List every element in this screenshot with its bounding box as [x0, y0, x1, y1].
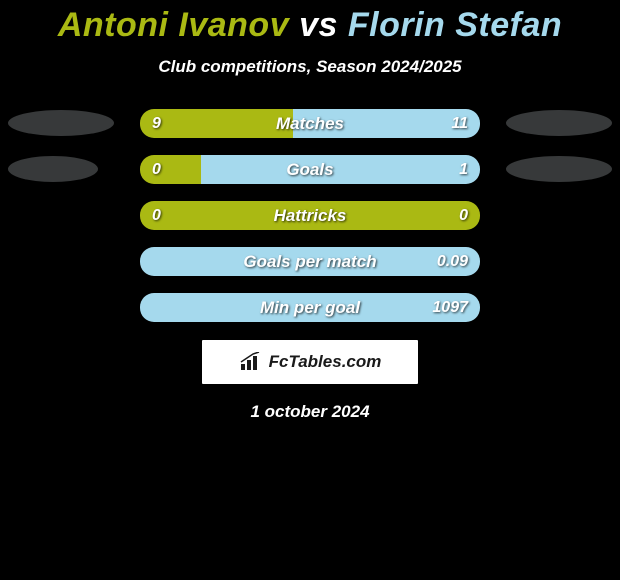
bar-right	[140, 247, 480, 276]
bar-right	[140, 293, 480, 322]
bar-chart-icon	[239, 352, 263, 372]
badge-text: FcTables.com	[269, 352, 382, 372]
value-right: 11	[451, 109, 468, 138]
bar-track	[140, 201, 480, 230]
comparison-row: 0.09Goals per match	[0, 247, 620, 276]
footer-date: 1 october 2024	[250, 402, 369, 422]
bar-track	[140, 155, 480, 184]
value-right: 1	[459, 155, 468, 184]
value-left: 0	[152, 155, 161, 184]
comparison-row: 01Goals	[0, 155, 620, 184]
team-badge-left	[8, 110, 114, 136]
comparison-row: 1097Min per goal	[0, 293, 620, 322]
team-badge-right	[506, 156, 612, 182]
value-left: 0	[152, 201, 161, 230]
bar-track	[140, 293, 480, 322]
player1-name: Antoni Ivanov	[58, 6, 289, 44]
bar-track	[140, 247, 480, 276]
team-badge-right	[506, 110, 612, 136]
bar-left	[140, 109, 293, 138]
bar-track	[140, 109, 480, 138]
value-left: 9	[152, 109, 161, 138]
value-right: 0.09	[437, 247, 468, 276]
bar-left	[140, 201, 480, 230]
bar-left	[140, 155, 201, 184]
value-right: 0	[459, 201, 468, 230]
player2-name: Florin Stefan	[348, 6, 562, 44]
comparison-row: 00Hattricks	[0, 201, 620, 230]
comparison-row: 911Matches	[0, 109, 620, 138]
comparison-rows: 911Matches01Goals00Hattricks0.09Goals pe…	[0, 109, 620, 322]
subtitle-text: Club competitions, Season 2024/2025	[158, 57, 461, 77]
team-badge-left	[8, 156, 98, 182]
vs-text: vs	[299, 6, 338, 44]
comparison-title: Antoni Ivanov vs Florin Stefan	[58, 6, 562, 45]
fctables-badge: FcTables.com	[202, 340, 418, 384]
bar-right	[201, 155, 480, 184]
value-right: 1097	[432, 293, 468, 322]
